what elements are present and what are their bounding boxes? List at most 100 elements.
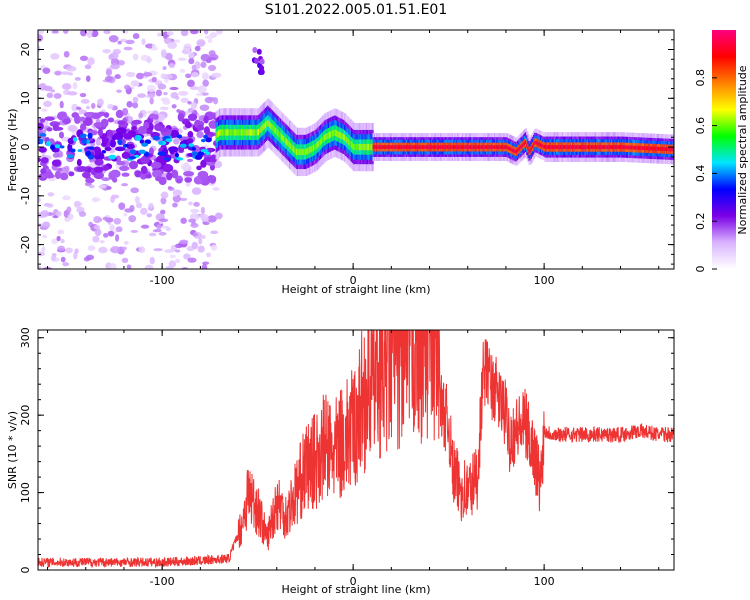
- spectrogram-trace-cell: [244, 129, 247, 136]
- spectrogram-noise-blob: [43, 85, 53, 92]
- spectrogram-noise-blob: [172, 193, 178, 197]
- spectrogram-noise-blob: [141, 38, 146, 46]
- spectrogram-trace-cell: [299, 148, 302, 156]
- spectrogram-x-label: Height of straight line (km): [281, 283, 430, 296]
- spectrogram-trace-cell: [545, 145, 548, 150]
- spectrogram-trace-cell: [409, 145, 412, 149]
- spectrogram-trace-cell: [450, 145, 453, 149]
- spectrogram-noise-blob: [73, 251, 78, 260]
- snr-panel: -100 0 100 0 100 200 300 Height of straight l…: [6, 327, 675, 596]
- spectrogram-noise-blob: [103, 30, 111, 35]
- spectrogram-noise-blob: [51, 30, 59, 34]
- spectrogram-noise-blob: [38, 265, 42, 269]
- spectrogram-signal-core: [176, 157, 184, 161]
- spectrogram-trace-cell: [576, 145, 579, 150]
- spectrogram-trace-cell: [635, 145, 638, 150]
- spectrogram-trace-cell: [590, 145, 593, 150]
- spectrogram-noise-blob: [201, 72, 209, 80]
- spectrogram-noise-blob: [56, 235, 61, 242]
- spectrogram-trace-cell: [283, 135, 286, 143]
- spectrogram-noise-blob: [173, 138, 180, 145]
- spectrogram-noise-blob: [114, 74, 121, 80]
- spectrogram-noise-blob: [207, 215, 217, 223]
- spectrogram-noise-blob: [189, 86, 199, 91]
- spectrogram-feature-blob: [253, 57, 259, 64]
- spectrogram-noise-blob: [85, 75, 91, 83]
- spectrogram-noise-blob: [201, 216, 209, 222]
- spectrogram-signal-blob: [196, 165, 202, 171]
- spectrogram-signal-blob: [108, 171, 117, 180]
- spectrogram-trace-cell: [362, 143, 365, 151]
- spectrogram-trace-cell: [365, 143, 368, 151]
- spectrogram-noise-blob: [87, 57, 95, 66]
- spectrogram-trace-cell: [233, 129, 237, 136]
- spectrogram-signal-blob: [113, 132, 124, 141]
- spectrogram-trace-cell: [321, 137, 324, 144]
- spectrogram-trace-cell: [478, 145, 481, 149]
- spectrogram-signal-blob: [67, 137, 75, 145]
- spectrogram-trace-cell: [307, 147, 310, 155]
- spectrogram-noise-blob: [114, 234, 120, 242]
- spectrogram-trace-cell: [487, 145, 490, 149]
- spectrogram-trace-cell: [423, 145, 426, 149]
- spectrogram-noise-blob: [63, 50, 70, 58]
- spectrogram-noise-blob: [135, 202, 143, 209]
- spectrogram-trace-cell: [353, 143, 356, 151]
- spectrogram-trace-cell: [568, 145, 571, 150]
- spectrogram-trace-cell: [646, 146, 649, 151]
- spectrogram-noise-blob: [109, 262, 117, 269]
- spectrogram-trace-cell: [223, 129, 226, 136]
- spectrogram-noise-blob: [66, 65, 77, 72]
- spectrogram-noise-blob: [56, 167, 63, 172]
- spectrogram-noise-blob: [126, 101, 133, 108]
- spectrogram-noise-blob: [110, 196, 115, 204]
- spectrogram-noise-blob: [181, 50, 187, 54]
- spectrogram-trace-cell: [632, 145, 635, 150]
- spectrogram-trace-cell: [254, 129, 257, 136]
- spectrogram-trace-cell: [271, 124, 274, 131]
- spectrogram-noise-blob: [72, 82, 78, 90]
- spectrogram-signal-blob: [59, 172, 69, 181]
- spectrogram-noise-blob: [211, 72, 222, 78]
- spectrogram-trace-cell: [648, 146, 651, 151]
- spectrogram-trace-cell: [561, 145, 564, 150]
- spectrogram-trace-cell: [600, 145, 603, 150]
- spectrogram-noise-blob: [80, 99, 90, 104]
- spectrogram-noise-blob: [159, 218, 169, 223]
- spectrogram-noise-blob: [97, 98, 104, 107]
- spectrogram-noise-blob: [102, 216, 109, 221]
- spectrogram-signal-core: [165, 138, 173, 143]
- spectrogram-noise-blob: [206, 252, 212, 258]
- spectrogram-trace-cell: [489, 145, 492, 149]
- spectrogram-trace-cell: [508, 146, 512, 151]
- spectrogram-trace-cell: [400, 145, 403, 149]
- spectrogram-trace-cell: [527, 146, 530, 150]
- spectrogram-trace-cell: [596, 145, 599, 150]
- spectrogram-trace-cell: [631, 145, 634, 150]
- spectrogram-trace-cell: [433, 145, 436, 149]
- spectrogram-trace-cell: [476, 145, 480, 149]
- spectrogram-noise-blob: [116, 89, 122, 93]
- spectrogram-trace-cell: [577, 145, 580, 150]
- spectrogram-signal-blob: [102, 165, 109, 171]
- spectrogram-trace-cell: [310, 146, 313, 153]
- spectrogram-noise-blob: [71, 103, 79, 112]
- spectrogram-signal-blob: [119, 165, 130, 171]
- spectrogram-signal-core: [205, 151, 210, 155]
- spectrogram-trace-cell: [563, 145, 567, 150]
- spectrogram-signal-blob: [121, 172, 130, 177]
- spectrogram-signal-blob: [140, 165, 148, 175]
- spectrogram-noise-blob: [103, 232, 109, 238]
- spectrogram-noise-blob: [79, 93, 87, 98]
- spectrogram-noise-blob: [202, 79, 209, 87]
- spectrogram-noise-blob: [191, 64, 197, 71]
- spectrogram-trace-cell: [371, 143, 374, 151]
- spectrogram-trace-cell: [348, 139, 351, 146]
- spectrogram-signal-blob: [81, 171, 91, 179]
- spectrogram-trace-cell: [452, 145, 456, 149]
- spectrogram-trace-cell: [343, 134, 347, 141]
- spectrogram-trace-cell: [424, 145, 427, 149]
- spectrogram-trace-cell: [451, 145, 454, 149]
- spectrogram-trace-cell: [453, 145, 457, 149]
- spectrogram-signal-blob: [209, 175, 217, 184]
